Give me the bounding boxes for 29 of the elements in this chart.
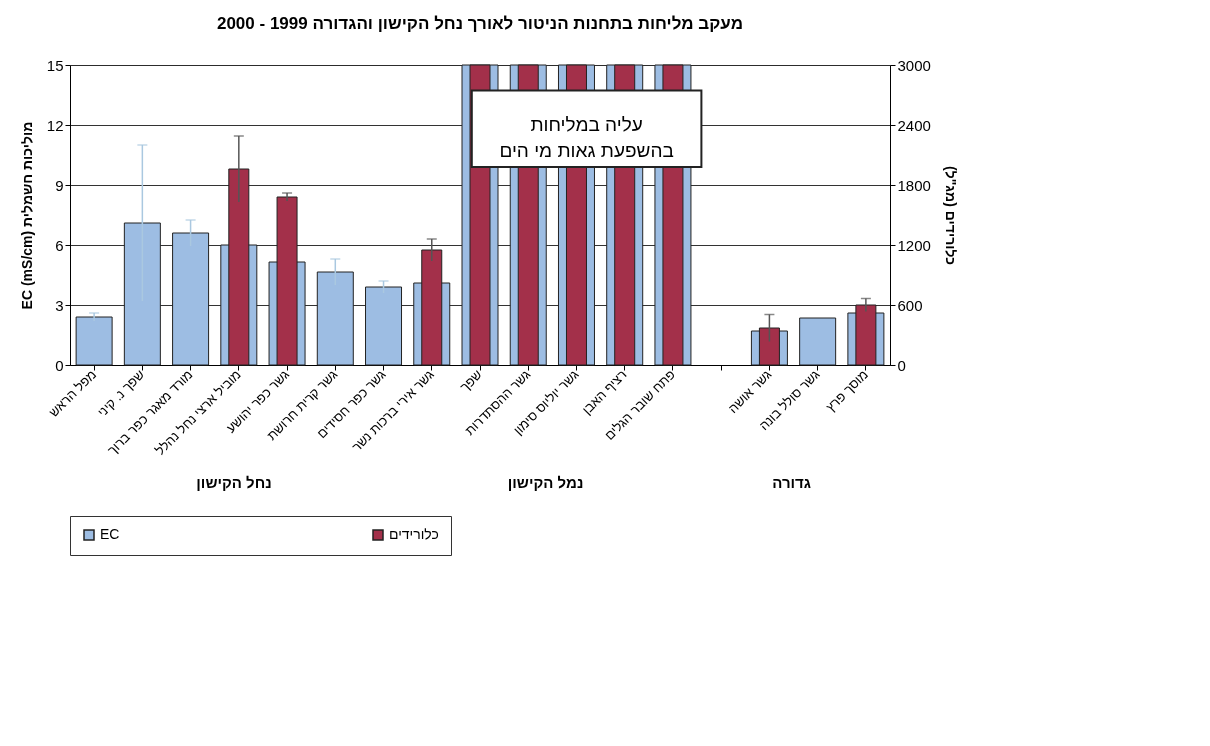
y-tick-label: 6	[55, 236, 64, 254]
text: נמל הקישון	[507, 474, 584, 491]
y-tick-label: 3	[55, 296, 64, 314]
y2-tick-label: 1200	[897, 236, 931, 254]
y-tick-label: 9	[55, 176, 64, 194]
bar	[799, 317, 837, 366]
y2-tick-label: 3000	[897, 56, 931, 74]
y2-tick-label: 1800	[897, 176, 931, 194]
y2-axis-title: כלורידים (מג"ל)	[942, 166, 959, 265]
bar	[123, 222, 161, 366]
y2-tick-label: 600	[897, 296, 923, 314]
legend-label: EC	[100, 526, 120, 542]
bar	[365, 286, 403, 366]
y2-tick-label: 2400	[897, 116, 931, 134]
bar	[172, 232, 210, 366]
bar	[316, 271, 354, 366]
y-tick-label: 15	[46, 56, 64, 74]
bar	[75, 316, 113, 366]
legend-label: כלורידים	[389, 526, 439, 542]
annotation: עליה במליחות בהשפעת גאות מי הים	[499, 114, 674, 161]
text: נחל הקישון	[196, 474, 272, 491]
y-axis-title: EC (mS/cm) מוליכות חשמלית	[18, 121, 35, 310]
chart-title: מעקב מליחות בתחנות הניטור לאורך נחל הקישון והגדורה 1999 - 2000	[216, 14, 744, 33]
y-tick-label: 12	[46, 116, 64, 134]
y2-tick-label: 0	[897, 356, 906, 374]
x-tick-label: מוסך פרץ	[822, 366, 871, 415]
text: גדורה	[772, 474, 811, 491]
y-tick-label: 0	[55, 356, 64, 374]
x-tick-label: שפך	[457, 366, 485, 395]
